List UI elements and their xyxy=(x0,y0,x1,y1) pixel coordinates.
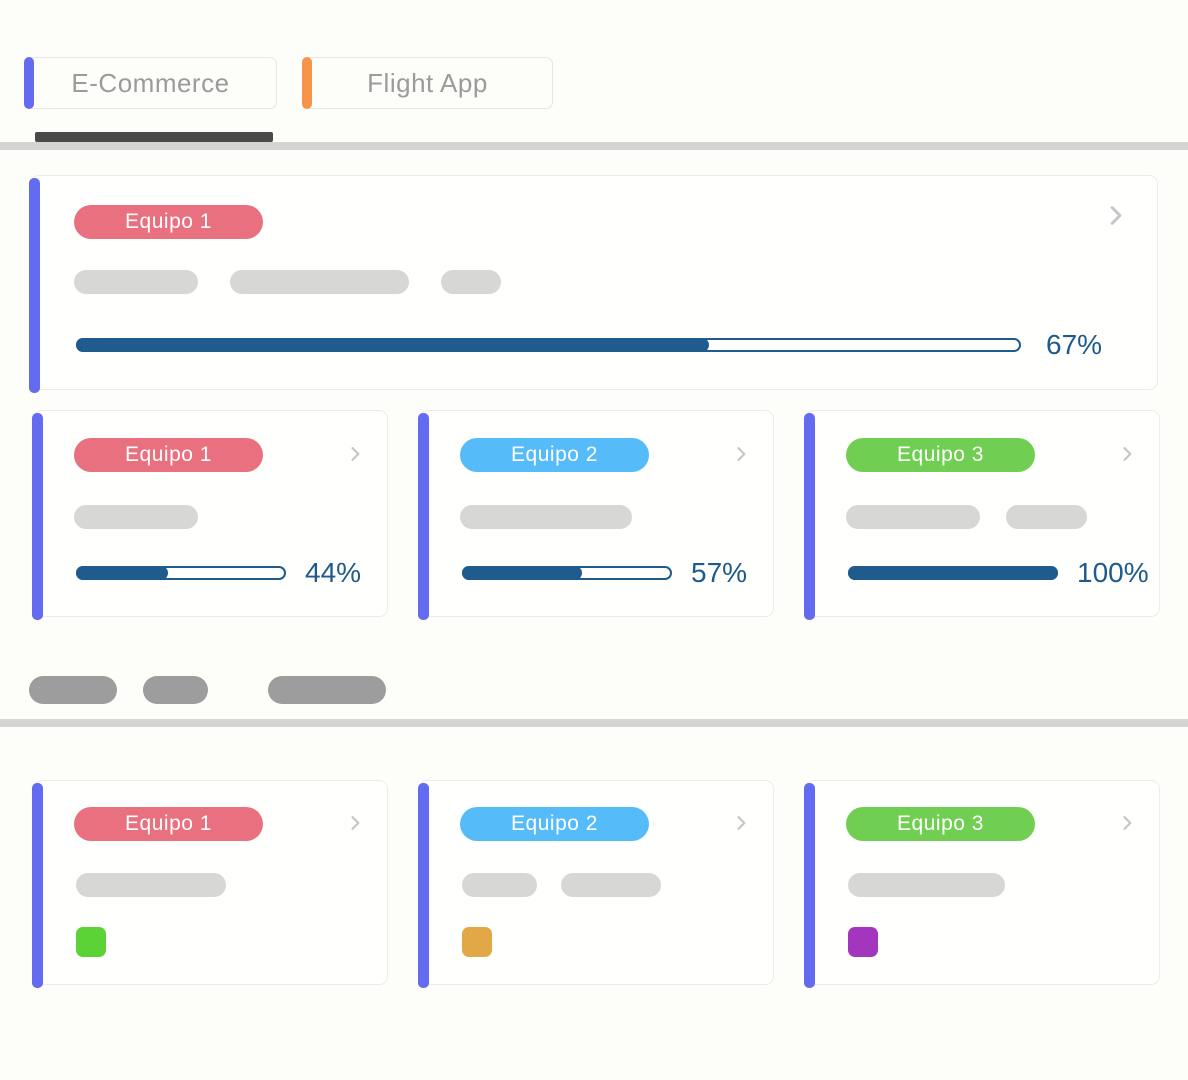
progress-track xyxy=(848,566,1058,580)
tab-flight-accent-bar xyxy=(302,57,312,109)
skeleton-pill xyxy=(74,270,198,294)
progress-track xyxy=(462,566,672,580)
section-divider-top xyxy=(0,142,1188,150)
chevron-right-icon[interactable] xyxy=(731,444,751,469)
skeleton-pill xyxy=(848,873,1005,897)
team-badge: Equipo 1 xyxy=(74,807,263,841)
skeleton-text-row xyxy=(846,505,1087,529)
card-accent-bar xyxy=(418,413,429,620)
tab-ecommerce-accent-bar xyxy=(24,57,34,109)
tab-ecommerce-label: E-Commerce xyxy=(71,67,230,98)
skeleton-text-row xyxy=(74,505,198,529)
progress-fill xyxy=(76,338,710,352)
card-accent-bar xyxy=(418,783,429,988)
placeholder-pill xyxy=(268,676,386,704)
progress-percent-label: 57% xyxy=(691,557,748,588)
chevron-right-icon[interactable] xyxy=(1102,202,1129,234)
skeleton-pill xyxy=(230,270,409,294)
team-badge: Equipo 2 xyxy=(460,438,649,472)
team-badge: Equipo 3 xyxy=(846,807,1035,841)
skeleton-pill xyxy=(1006,505,1087,529)
placeholder-pill xyxy=(143,676,208,704)
skeleton-text-row xyxy=(76,873,226,897)
team-badge: Equipo 1 xyxy=(74,438,263,472)
progress-bar-row: 57% xyxy=(462,555,747,591)
progress-fill xyxy=(848,566,1058,580)
status-card-equipo-2[interactable]: Equipo 2 xyxy=(418,780,774,988)
skeleton-pill xyxy=(561,873,661,897)
skeleton-pill xyxy=(76,873,226,897)
skeleton-text-row xyxy=(848,873,1005,897)
progress-percent-label: 100% xyxy=(1077,557,1149,588)
progress-card-equipo-3[interactable]: Equipo 3 100% xyxy=(804,410,1160,620)
status-card-equipo-1[interactable]: Equipo 1 xyxy=(32,780,388,988)
skeleton-pill xyxy=(460,505,632,529)
card-accent-bar xyxy=(32,413,43,620)
progress-bar-row: 44% xyxy=(76,555,361,591)
team-badge: Equipo 2 xyxy=(460,807,649,841)
chevron-right-icon[interactable] xyxy=(345,813,365,838)
chevron-right-icon[interactable] xyxy=(731,813,751,838)
skeleton-text-row xyxy=(460,505,632,529)
progress-track xyxy=(76,566,286,580)
skeleton-pill xyxy=(74,505,198,529)
card-accent-bar xyxy=(804,413,815,620)
progress-fill xyxy=(76,566,169,580)
placeholder-pill xyxy=(29,676,117,704)
team-badge: Equipo 1 xyxy=(74,205,263,239)
status-color-square xyxy=(76,927,106,957)
skeleton-text-row xyxy=(74,270,501,294)
section-divider-bottom xyxy=(0,719,1188,727)
chevron-right-icon[interactable] xyxy=(1117,813,1137,838)
skeleton-pill xyxy=(462,873,537,897)
status-color-square xyxy=(462,927,492,957)
featured-progress-card[interactable]: Equipo 1 67% xyxy=(29,175,1158,393)
tab-flight-app[interactable]: Flight App xyxy=(302,57,553,109)
status-color-square xyxy=(848,927,878,957)
tab-ecommerce[interactable]: E-Commerce xyxy=(24,57,277,109)
tab-flight-label: Flight App xyxy=(367,67,488,98)
chevron-right-icon[interactable] xyxy=(1117,444,1137,469)
progress-percent-label: 44% xyxy=(305,557,362,588)
progress-track xyxy=(76,338,1021,352)
progress-card-equipo-2[interactable]: Equipo 2 57% xyxy=(418,410,774,620)
progress-bar-row: 100% xyxy=(848,555,1149,591)
progress-fill xyxy=(462,566,582,580)
card-accent-bar xyxy=(29,178,40,393)
progress-bar-row: 67% xyxy=(76,327,1102,363)
skeleton-pill xyxy=(441,270,501,294)
card-accent-bar xyxy=(804,783,815,988)
status-card-equipo-3[interactable]: Equipo 3 xyxy=(804,780,1160,988)
skeleton-text-row xyxy=(462,873,661,897)
team-badge: Equipo 3 xyxy=(846,438,1035,472)
active-tab-indicator xyxy=(35,132,273,142)
card-accent-bar xyxy=(32,783,43,988)
skeleton-pill xyxy=(846,505,980,529)
progress-percent-label: 67% xyxy=(1046,329,1103,360)
progress-card-equipo-1[interactable]: Equipo 1 44% xyxy=(32,410,388,620)
chevron-right-icon[interactable] xyxy=(345,444,365,469)
